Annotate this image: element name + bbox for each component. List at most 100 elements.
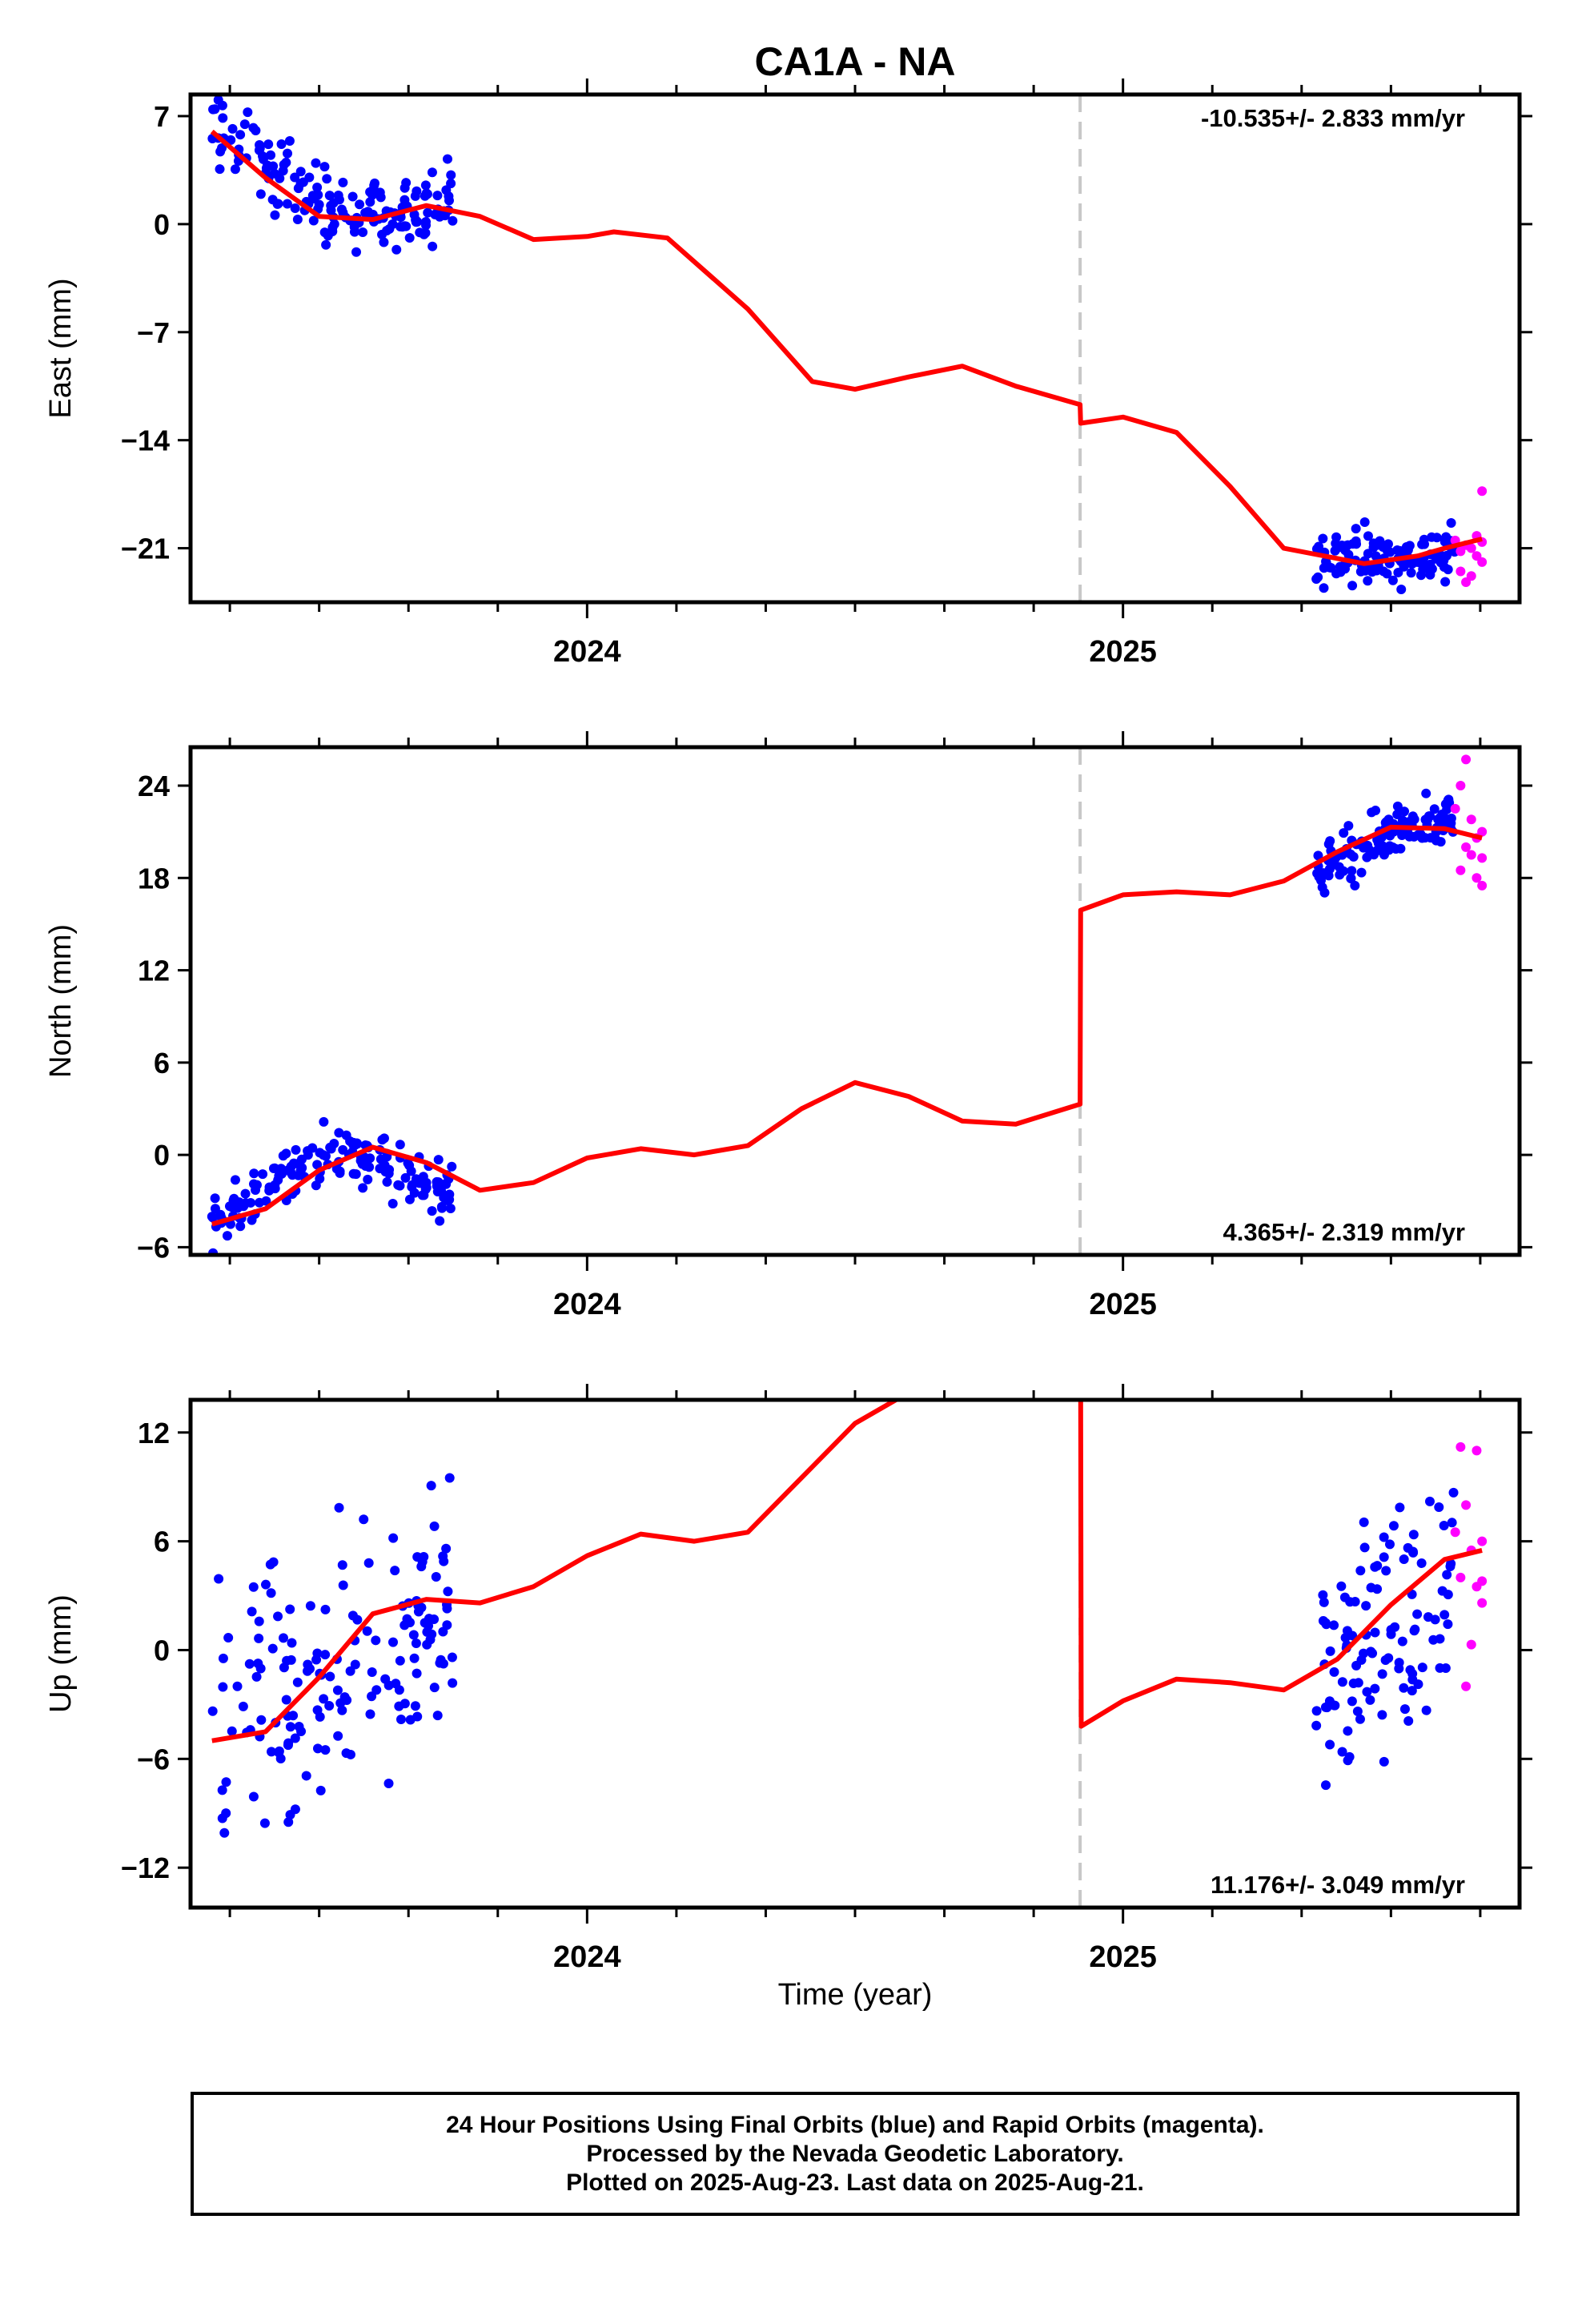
final-orbit-point [1408, 1547, 1419, 1558]
rapid-orbit-point [1477, 880, 1488, 891]
final-orbit-point [388, 1533, 399, 1543]
final-orbit-point [270, 210, 280, 220]
final-orbit-point [308, 215, 319, 226]
final-orbit-point [1313, 850, 1323, 861]
final-orbit-point [1386, 1629, 1396, 1639]
final-orbit-point [337, 1560, 347, 1570]
final-orbit-point [338, 177, 348, 187]
final-orbit-point [1421, 1705, 1431, 1715]
final-orbit-point [1367, 807, 1377, 818]
final-orbit-point [318, 1150, 328, 1160]
final-orbit-point [1412, 1609, 1423, 1619]
final-orbit-point [423, 207, 433, 218]
final-orbit-point [290, 172, 300, 183]
final-orbit-point [282, 199, 292, 209]
final-orbit-point [1446, 518, 1456, 529]
final-orbit-point [210, 1204, 220, 1214]
final-orbit-point [307, 1143, 318, 1153]
final-orbit-point [320, 1650, 331, 1660]
final-orbit-point [273, 199, 283, 209]
final-orbit-point [244, 1659, 255, 1669]
final-orbit-point [337, 1705, 347, 1715]
final-orbit-point [395, 1180, 405, 1191]
final-orbit-point [405, 1715, 416, 1725]
final-orbit-point [1445, 1562, 1456, 1572]
final-orbit-point [351, 1169, 361, 1180]
y-tick-label: 12 [138, 955, 170, 987]
final-orbit-point [214, 1574, 224, 1584]
final-orbit-point [276, 139, 287, 150]
final-orbit-point [215, 147, 226, 157]
final-orbit-point [410, 1701, 420, 1711]
final-orbit-point [352, 1614, 363, 1625]
final-orbit-point [347, 191, 358, 202]
final-orbit-point [301, 1771, 311, 1781]
final-orbit-point [1348, 1679, 1359, 1689]
final-orbit-point [1392, 801, 1403, 811]
final-orbit-point [1408, 1530, 1419, 1540]
rapid-orbit-point [1477, 486, 1488, 497]
final-orbit-point [408, 1630, 419, 1640]
final-orbit-point [357, 1159, 367, 1169]
final-orbit-point [1372, 1584, 1383, 1594]
final-orbit-point [267, 1747, 277, 1757]
final-orbit-point [292, 1677, 303, 1687]
panel-frame [188, 92, 1522, 605]
final-orbit-point [418, 1172, 428, 1182]
final-orbit-point [1320, 1618, 1331, 1628]
final-orbit-point [420, 180, 431, 191]
final-orbit-point [263, 160, 273, 171]
final-orbit-point [1359, 517, 1370, 528]
final-orbit-point [1383, 1653, 1394, 1663]
panel-east: −21 −14 −7 0 7 2024 2025 East (mm) -10.535+/- 2.… [44, 78, 1532, 669]
x-tick-label: 2025 [1089, 635, 1157, 669]
final-orbit-point [350, 1659, 360, 1670]
final-orbit-point [349, 219, 359, 229]
final-orbit-point [1440, 577, 1451, 587]
final-orbit-point [1435, 557, 1446, 568]
model-curve [211, 824, 1483, 1227]
final-orbit-point [1343, 549, 1354, 560]
x-tick-label: 2024 [553, 1288, 621, 1321]
final-orbit-point [305, 1601, 315, 1611]
final-orbit-point [416, 1562, 427, 1572]
final-orbit-point [270, 1180, 280, 1190]
final-orbit-point [1325, 1739, 1335, 1750]
final-orbit-point [412, 216, 423, 227]
final-orbit-point [1347, 581, 1358, 591]
plot-area [207, 1400, 1488, 1838]
final-orbit-point [1337, 541, 1347, 551]
final-orbit-point [383, 1778, 394, 1788]
final-orbit-point [365, 1709, 375, 1719]
final-orbit-point [1337, 1747, 1347, 1757]
final-orbit-point [315, 1785, 326, 1795]
final-orbit-point [315, 1173, 325, 1184]
final-orbit-point [1416, 1558, 1427, 1568]
final-orbit-point [419, 229, 429, 239]
final-orbit-point [1311, 1720, 1322, 1731]
final-orbit-point [1329, 1620, 1339, 1630]
final-orbit-point [1377, 841, 1387, 851]
final-orbit-point [298, 177, 308, 187]
final-orbit-point [1321, 1780, 1331, 1791]
final-orbit-point [267, 1643, 278, 1654]
final-orbit-point [235, 1221, 246, 1232]
final-orbit-point [447, 1652, 457, 1663]
final-orbit-point [1343, 1726, 1353, 1736]
final-orbit-point [1325, 1646, 1335, 1656]
final-orbit-point [223, 1633, 234, 1643]
final-orbit-point [312, 1160, 323, 1170]
final-orbit-point [338, 1580, 348, 1590]
final-orbit-point [278, 1151, 288, 1161]
final-orbit-point [279, 1663, 289, 1673]
final-orbit-point [1433, 814, 1443, 825]
final-orbit-point [367, 1667, 377, 1677]
final-orbit-point [319, 1694, 329, 1704]
final-orbit-point [1424, 1496, 1435, 1506]
final-orbit-point [1394, 1663, 1404, 1674]
final-orbit-point [358, 227, 368, 238]
final-orbit-point [1442, 1570, 1452, 1580]
final-orbit-point [329, 1138, 339, 1148]
final-orbit-point [382, 1176, 392, 1187]
final-orbit-point [1395, 1502, 1405, 1513]
